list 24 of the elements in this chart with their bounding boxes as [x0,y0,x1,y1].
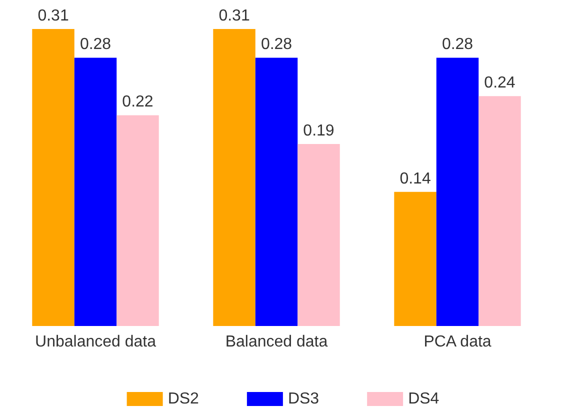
legend-label: DS4 [408,390,440,408]
bar [394,192,436,326]
bar [213,29,256,326]
bar [478,96,521,326]
data-label: 0.19 [303,122,334,140]
data-label: 0.14 [400,170,431,188]
data-label: 0.28 [80,36,112,54]
x-tick-label: Balanced data [225,334,328,350]
data-label: 0.28 [260,36,292,54]
data-label: 0.31 [218,8,250,24]
legend-label: DS2 [168,390,200,408]
bar [116,115,159,326]
x-tick-label: Unbalanced data [35,334,156,350]
legend-label: DS3 [288,390,320,408]
bar [32,29,74,326]
data-label: 0.24 [484,74,516,92]
data-label: 0.28 [442,36,474,54]
bar [74,58,117,326]
bar [255,58,298,326]
bar [298,144,340,326]
x-tick-label: PCA data [424,334,492,350]
bar [436,58,479,326]
data-label: 0.22 [122,94,154,111]
data-label: 0.31 [38,8,69,24]
